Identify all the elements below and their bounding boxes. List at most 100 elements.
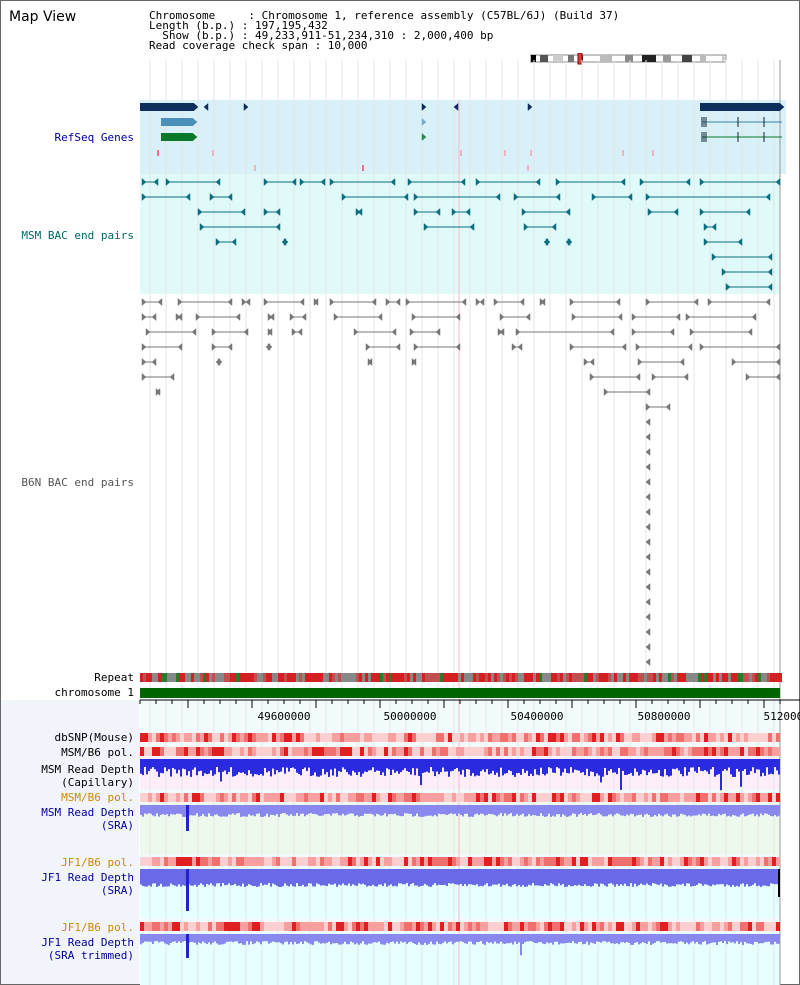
repeat-block [149, 673, 152, 682]
jf1-sra-depth-bar [230, 869, 232, 886]
track-label-jf1-b6-pol-2[interactable]: JF1/B6 pol. [61, 921, 134, 934]
msm-sra-depth-bar [398, 805, 400, 816]
jf1-b6-pol-cell [272, 857, 276, 866]
msm-b6-pol-sra-cell [552, 793, 556, 802]
msm-sra-depth-bar [180, 805, 182, 815]
jf1-trim-depth-bar [554, 934, 556, 942]
b6n-bac-pair-end [145, 327, 151, 337]
jf1-sra-depth-bar [592, 869, 594, 886]
msm-sra-depth-bar [226, 805, 228, 817]
jf1-b6-pol-trim-cell [212, 922, 216, 931]
jf1-sra-depth-bar [352, 869, 354, 885]
msm-b6-pol-cell [748, 747, 752, 756]
axis-tick-label: 50000000 [384, 710, 437, 723]
track-label-dbsnp[interactable]: dbSNP(Mouse) [54, 731, 134, 744]
track-label-jf1-depth-sra[interactable]: JF1 Read Depth (SRA) [41, 871, 134, 897]
track-label-jf1-b6-pol-1[interactable]: JF1/B6 pol. [61, 856, 134, 869]
repeat-block [281, 673, 284, 682]
msm-sra-depth-bar [488, 805, 490, 814]
track-label-refseq[interactable]: RefSeq Genes [54, 131, 134, 144]
jf1-sra-depth-bar [158, 869, 160, 886]
msm-b6-pol-sra-cell [584, 793, 588, 802]
b6n-bac-pair-end [301, 312, 307, 322]
msm-capillary-depth-bar [682, 759, 684, 777]
jf1-trim-depth-bar [648, 934, 650, 942]
jf1-b6-pol-cell [556, 857, 560, 866]
msm-capillary-depth-bar [292, 759, 294, 768]
msm-b6-pol-sra-cell [276, 793, 280, 802]
msm-b6-pol-sra-cell [512, 793, 516, 802]
msm-sra-depth-bar [404, 805, 406, 814]
msm-b6-pol-cell [192, 747, 196, 756]
jf1-sra-depth-bar [552, 869, 554, 885]
jf1-b6-pol-cell [284, 857, 288, 866]
jf1-sra-depth-bar [250, 869, 252, 886]
jf1-trim-depth-bar [716, 934, 718, 945]
msm-capillary-depth-bar [190, 759, 192, 777]
msm-bac-pair-end [435, 207, 441, 217]
msm-sra-depth-bar [472, 805, 474, 817]
repeat-block [695, 673, 698, 682]
msm-sra-depth-bar [644, 805, 646, 815]
jf1-sra-depth-bar [314, 869, 316, 887]
jf1-trim-depth-bar [348, 934, 350, 945]
jf1-sra-depth-bar [282, 869, 284, 887]
jf1-b6-pol-cell [376, 857, 380, 866]
jf1-sra-depth-bar [326, 869, 328, 887]
jf1-sra-depth-bar [430, 869, 432, 887]
jf1-sra-depth-bar [346, 869, 348, 886]
msm-sra-depth-bar [762, 805, 764, 816]
track-label-msm-b6-pol-1[interactable]: MSM/B6 pol. [61, 746, 134, 759]
jf1-b6-pol-cell [732, 857, 736, 866]
jf1-sra-depth-bar [354, 869, 356, 886]
repeat-block [650, 673, 653, 682]
msm-b6-pol-cell [572, 747, 576, 756]
msm-sra-depth-bar [230, 805, 232, 815]
chromosome-ideogram[interactable] [530, 53, 730, 65]
msm-sra-depth-bar [752, 805, 754, 814]
repeat-block [230, 673, 233, 682]
msm-b6-pol-sra-cell [316, 793, 320, 802]
jf1-b6-pol-cell [540, 857, 544, 866]
repeat-block [389, 673, 392, 682]
msm-sra-depth-bar [740, 805, 742, 815]
track-label-jf1-depth-trimmed[interactable]: JF1 Read Depth (SRA trimmed) [41, 936, 134, 962]
jf1-b6-pol-trim-cell [160, 922, 164, 931]
jf1-sra-depth-bar [228, 869, 230, 884]
jf1-trim-depth-bar [252, 934, 254, 945]
msm-capillary-depth-bar [482, 759, 484, 770]
msm-b6-pol-cell [576, 747, 580, 756]
msm-b6-pol-cell [144, 747, 148, 756]
msm-sra-depth-bar [530, 805, 532, 816]
msm-sra-depth-bar [292, 805, 294, 816]
msm-capillary-depth-bar [216, 759, 218, 768]
jf1-b6-pol-trim-cell [628, 922, 632, 931]
jf1-trim-depth-bar [314, 934, 316, 942]
msm-sra-depth-bar [532, 805, 534, 815]
msm-b6-pol-sra-cell [232, 793, 236, 802]
repeat-block [575, 673, 578, 682]
track-label-msm-b6-pol-2[interactable]: MSM/B6 pol. [61, 791, 134, 804]
track-label-b6n-bac[interactable]: B6N BAC end pairs [21, 476, 134, 489]
refseq-exon-arrow [203, 102, 209, 112]
track-label-msm-bac[interactable]: MSM BAC end pairs [21, 229, 134, 242]
msm-capillary-depth-bar [618, 759, 620, 768]
msm-sra-depth-bar [444, 805, 446, 815]
msm-b6-pol-cell [360, 747, 364, 756]
b6n-bac-pair-end [169, 372, 175, 382]
repeat-block [386, 673, 389, 682]
dbsnp-cell [564, 733, 568, 742]
jf1-b6-pol-cell [288, 857, 292, 866]
msm-capillary-depth-bar [708, 759, 710, 775]
msm-sra-depth-bar [378, 805, 380, 815]
msm-b6-pol-cell [656, 747, 660, 756]
track-label-msm-depth-capillary[interactable]: MSM Read Depth (Capillary) [41, 763, 134, 789]
msm-capillary-depth-bar [676, 759, 678, 769]
jf1-b6-pol-trim-cell [460, 922, 464, 931]
b6n-bac-pair-end [245, 297, 251, 307]
dbsnp-cell [460, 733, 464, 742]
track-label-msm-depth-sra[interactable]: MSM Read Depth (SRA) [41, 806, 134, 832]
jf1-sra-depth-bar [266, 869, 268, 885]
msm-sra-depth-bar [250, 805, 252, 816]
